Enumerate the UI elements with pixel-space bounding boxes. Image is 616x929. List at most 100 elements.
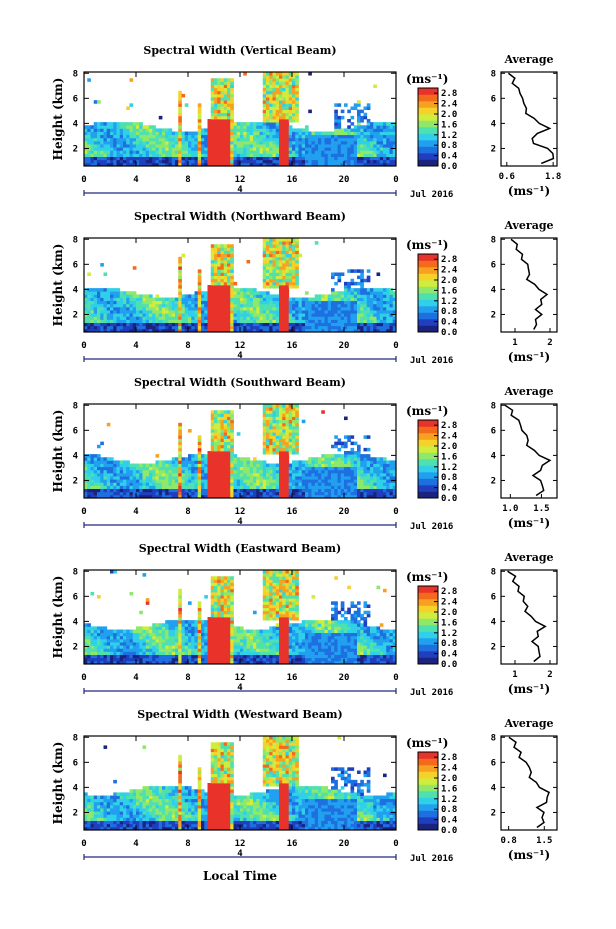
heatmap-cell	[249, 494, 254, 499]
heatmap-cell	[292, 432, 296, 436]
heatmap-cell	[389, 479, 394, 483]
heatmap-cell	[373, 460, 377, 464]
heatmap-cell	[383, 313, 387, 317]
heatmap-cell	[279, 75, 283, 79]
heatmap-cell	[334, 328, 338, 333]
heatmap-cell	[191, 153, 195, 157]
heatmap-cell	[178, 469, 182, 474]
heatmap-cell	[292, 429, 296, 433]
heatmap-cell	[279, 322, 283, 327]
heatmap-cell	[295, 153, 299, 157]
heatmap-cell	[340, 115, 345, 120]
heatmap-cell	[243, 131, 247, 136]
heatmap-cell	[106, 479, 111, 483]
heatmap-cell	[337, 294, 342, 298]
heatmap-cell	[344, 153, 348, 157]
heatmap-cell	[119, 150, 124, 154]
heatmap-cell	[279, 419, 283, 424]
heatmap-cell	[285, 119, 290, 123]
heatmap-cell	[288, 97, 293, 101]
heatmap-cell	[152, 125, 156, 129]
heatmap-cell	[246, 310, 251, 314]
heatmap-cell	[262, 463, 267, 468]
heatmap-cell	[145, 476, 150, 480]
heatmap-cell	[298, 494, 303, 499]
heatmap-cell	[100, 147, 104, 151]
heatmap-cell	[136, 476, 140, 480]
colorbar-segment	[418, 472, 438, 479]
heatmap-cell	[116, 137, 121, 142]
heatmap-cell	[357, 288, 361, 292]
heatmap-cell	[285, 466, 290, 471]
heatmap-cell	[191, 469, 195, 474]
heatmap-cell	[233, 128, 238, 132]
heatmap-cell	[383, 466, 387, 471]
heatmap-cell	[318, 153, 322, 157]
heatmap-cell	[269, 313, 273, 317]
heatmap-cell	[360, 153, 364, 157]
heatmap-cell	[191, 482, 195, 486]
heatmap-cell	[272, 488, 277, 493]
heatmap-cell	[337, 310, 342, 314]
heatmap-cell	[100, 162, 104, 167]
heatmap-cell	[357, 447, 361, 452]
heatmap-cell	[227, 454, 231, 458]
heatmap-cell	[171, 476, 176, 480]
heatmap-cell	[266, 97, 270, 101]
heatmap-cell	[389, 153, 394, 157]
heatmap-cell	[230, 144, 234, 148]
heatmap-cell	[350, 463, 355, 468]
heatmap-cell	[357, 144, 361, 148]
heatmap-cell	[126, 460, 130, 464]
heatmap-cell	[253, 472, 257, 477]
heatmap-cell	[178, 134, 182, 139]
heatmap-cell	[253, 297, 257, 302]
heatmap-cell	[103, 485, 108, 489]
heatmap-cell	[158, 144, 163, 148]
heatmap-cell	[100, 488, 104, 493]
heatmap-cell	[165, 310, 169, 314]
heatmap-cell	[285, 150, 290, 154]
heatmap-cell	[373, 479, 377, 483]
heatmap-cell	[386, 150, 390, 154]
heatmap-cell	[93, 494, 98, 499]
heatmap-cell	[158, 328, 163, 333]
heatmap-cell	[106, 144, 111, 148]
heatmap-cell	[97, 325, 101, 330]
heatmap-cell	[389, 466, 394, 471]
heatmap-cell	[165, 479, 169, 483]
heatmap-cell	[149, 325, 153, 330]
heatmap-cell	[305, 310, 309, 314]
heatmap-cell	[188, 429, 192, 433]
heatmap-cell	[266, 144, 270, 148]
heatmap-cell	[243, 463, 247, 468]
heatmap-cell	[220, 250, 225, 255]
heatmap-cell	[90, 144, 95, 148]
heatmap-cell	[132, 328, 137, 333]
heatmap-cell	[155, 156, 160, 161]
heatmap-cell	[168, 140, 173, 145]
heatmap-cell	[363, 156, 368, 161]
heatmap-cell	[269, 319, 273, 323]
heatmap-cell	[90, 159, 95, 164]
heatmap-cell	[119, 303, 124, 308]
heatmap-cell	[275, 310, 280, 314]
heatmap-cell	[256, 134, 260, 139]
heatmap-cell	[259, 491, 264, 496]
heatmap-cell	[233, 281, 238, 286]
heatmap-cell	[340, 153, 345, 157]
heatmap-cell	[275, 272, 280, 276]
heatmap-cell	[288, 285, 293, 289]
heatmap-cell	[240, 122, 244, 126]
heatmap-cell	[301, 316, 306, 320]
heatmap-cell	[178, 454, 182, 458]
heatmap-cell	[168, 463, 173, 468]
heatmap-cell	[298, 316, 303, 320]
heatmap-cell	[314, 150, 319, 154]
heatmap-cell	[370, 306, 374, 311]
heatmap-cell	[123, 122, 127, 126]
heatmap-cell	[119, 159, 124, 164]
heatmap-cell	[207, 460, 212, 464]
heatmap-cell	[347, 479, 351, 483]
heatmap-cell	[259, 303, 264, 308]
